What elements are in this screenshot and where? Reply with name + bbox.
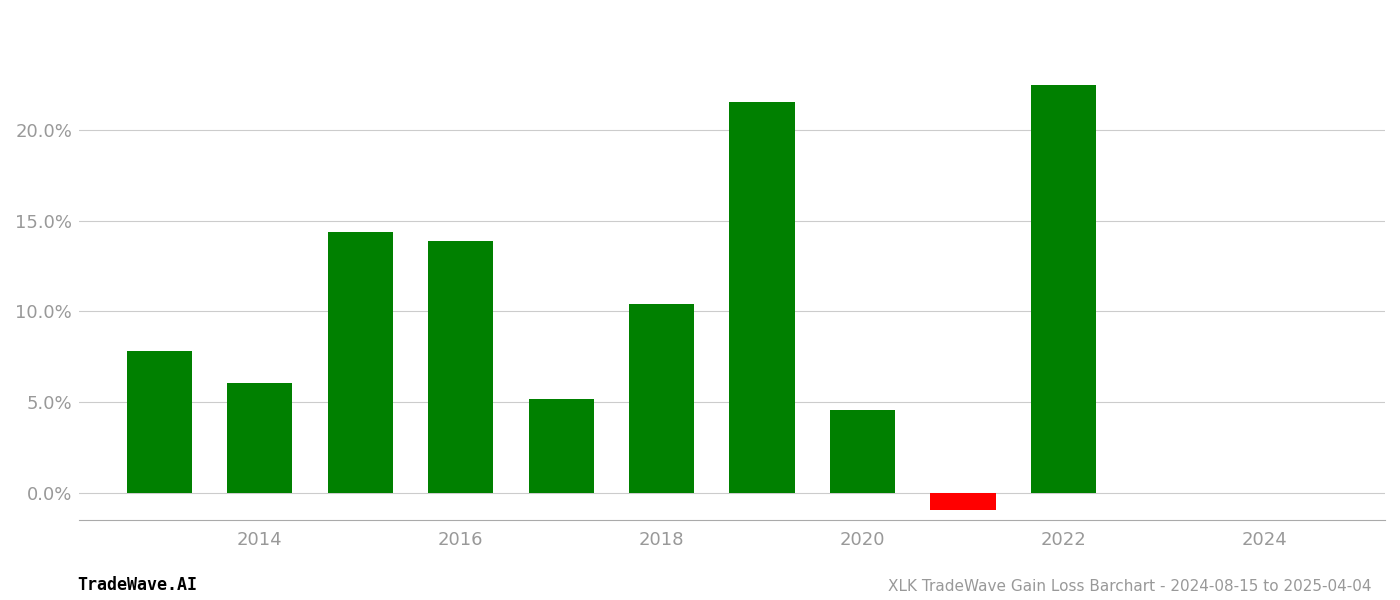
Bar [830, 410, 895, 493]
Text: XLK TradeWave Gain Loss Barchart - 2024-08-15 to 2025-04-04: XLK TradeWave Gain Loss Barchart - 2024-… [889, 579, 1372, 594]
Bar [529, 398, 594, 493]
Text: TradeWave.AI: TradeWave.AI [77, 576, 197, 594]
Bar [629, 304, 694, 493]
Bar [931, 493, 995, 510]
Bar [328, 232, 393, 493]
Bar [1030, 85, 1096, 493]
Bar [729, 102, 795, 493]
Bar [428, 241, 493, 493]
Bar [227, 383, 293, 493]
Bar [126, 352, 192, 493]
